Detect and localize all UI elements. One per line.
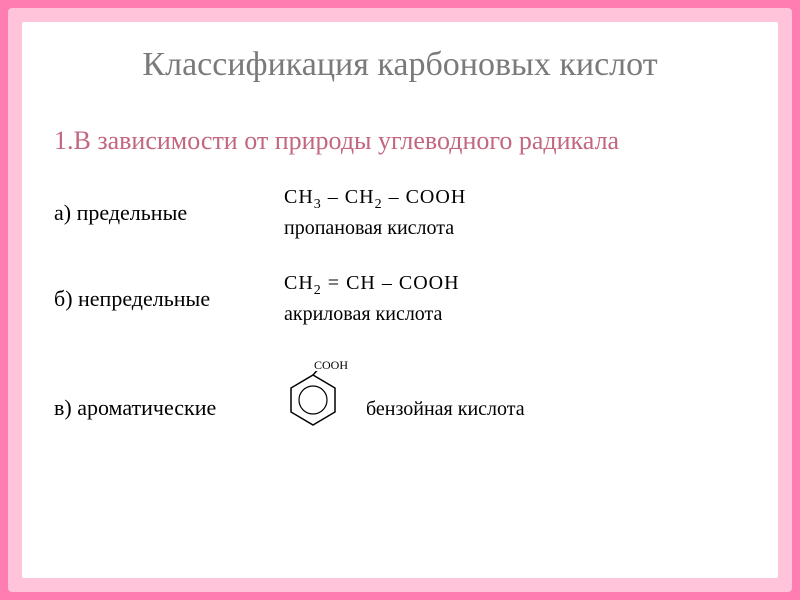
formula-acrylic: CH2 = CH – COOH (284, 272, 460, 299)
formula-propanoic: CH3 – CH2 – COOH (284, 186, 466, 213)
slide-subtitle: 1.В зависимости от природы углеводного р… (54, 124, 746, 158)
benzene-ring-icon (284, 371, 342, 429)
classification-row-unsaturated: б) непредельные CH2 = CH – COOH акрилова… (54, 272, 746, 326)
row-example: COOH бензойная кислота (284, 358, 746, 429)
row-label: б) непредельные (54, 286, 284, 312)
row-label: в) ароматические (54, 395, 284, 429)
benzene-structure: COOH (284, 358, 342, 429)
slide-inner-frame: Классификация карбоновых кислот 1.В зави… (22, 22, 778, 578)
classification-row-saturated: а) предельные CH3 – CH2 – COOH пропанова… (54, 186, 746, 240)
formula-caption: пропановая кислота (284, 217, 454, 240)
formula-caption: бензойная кислота (366, 398, 525, 429)
row-example: CH2 = CH – COOH акриловая кислота (284, 272, 746, 326)
row-label: а) предельные (54, 200, 284, 226)
row-example: CH3 – CH2 – COOH пропановая кислота (284, 186, 746, 240)
slide-title: Классификация карбоновых кислот (54, 46, 746, 84)
classification-row-aromatic: в) ароматические COOH бензойная кислота (54, 358, 746, 429)
formula-caption: акриловая кислота (284, 303, 442, 326)
slide-outer-frame: Классификация карбоновых кислот 1.В зави… (8, 8, 792, 592)
